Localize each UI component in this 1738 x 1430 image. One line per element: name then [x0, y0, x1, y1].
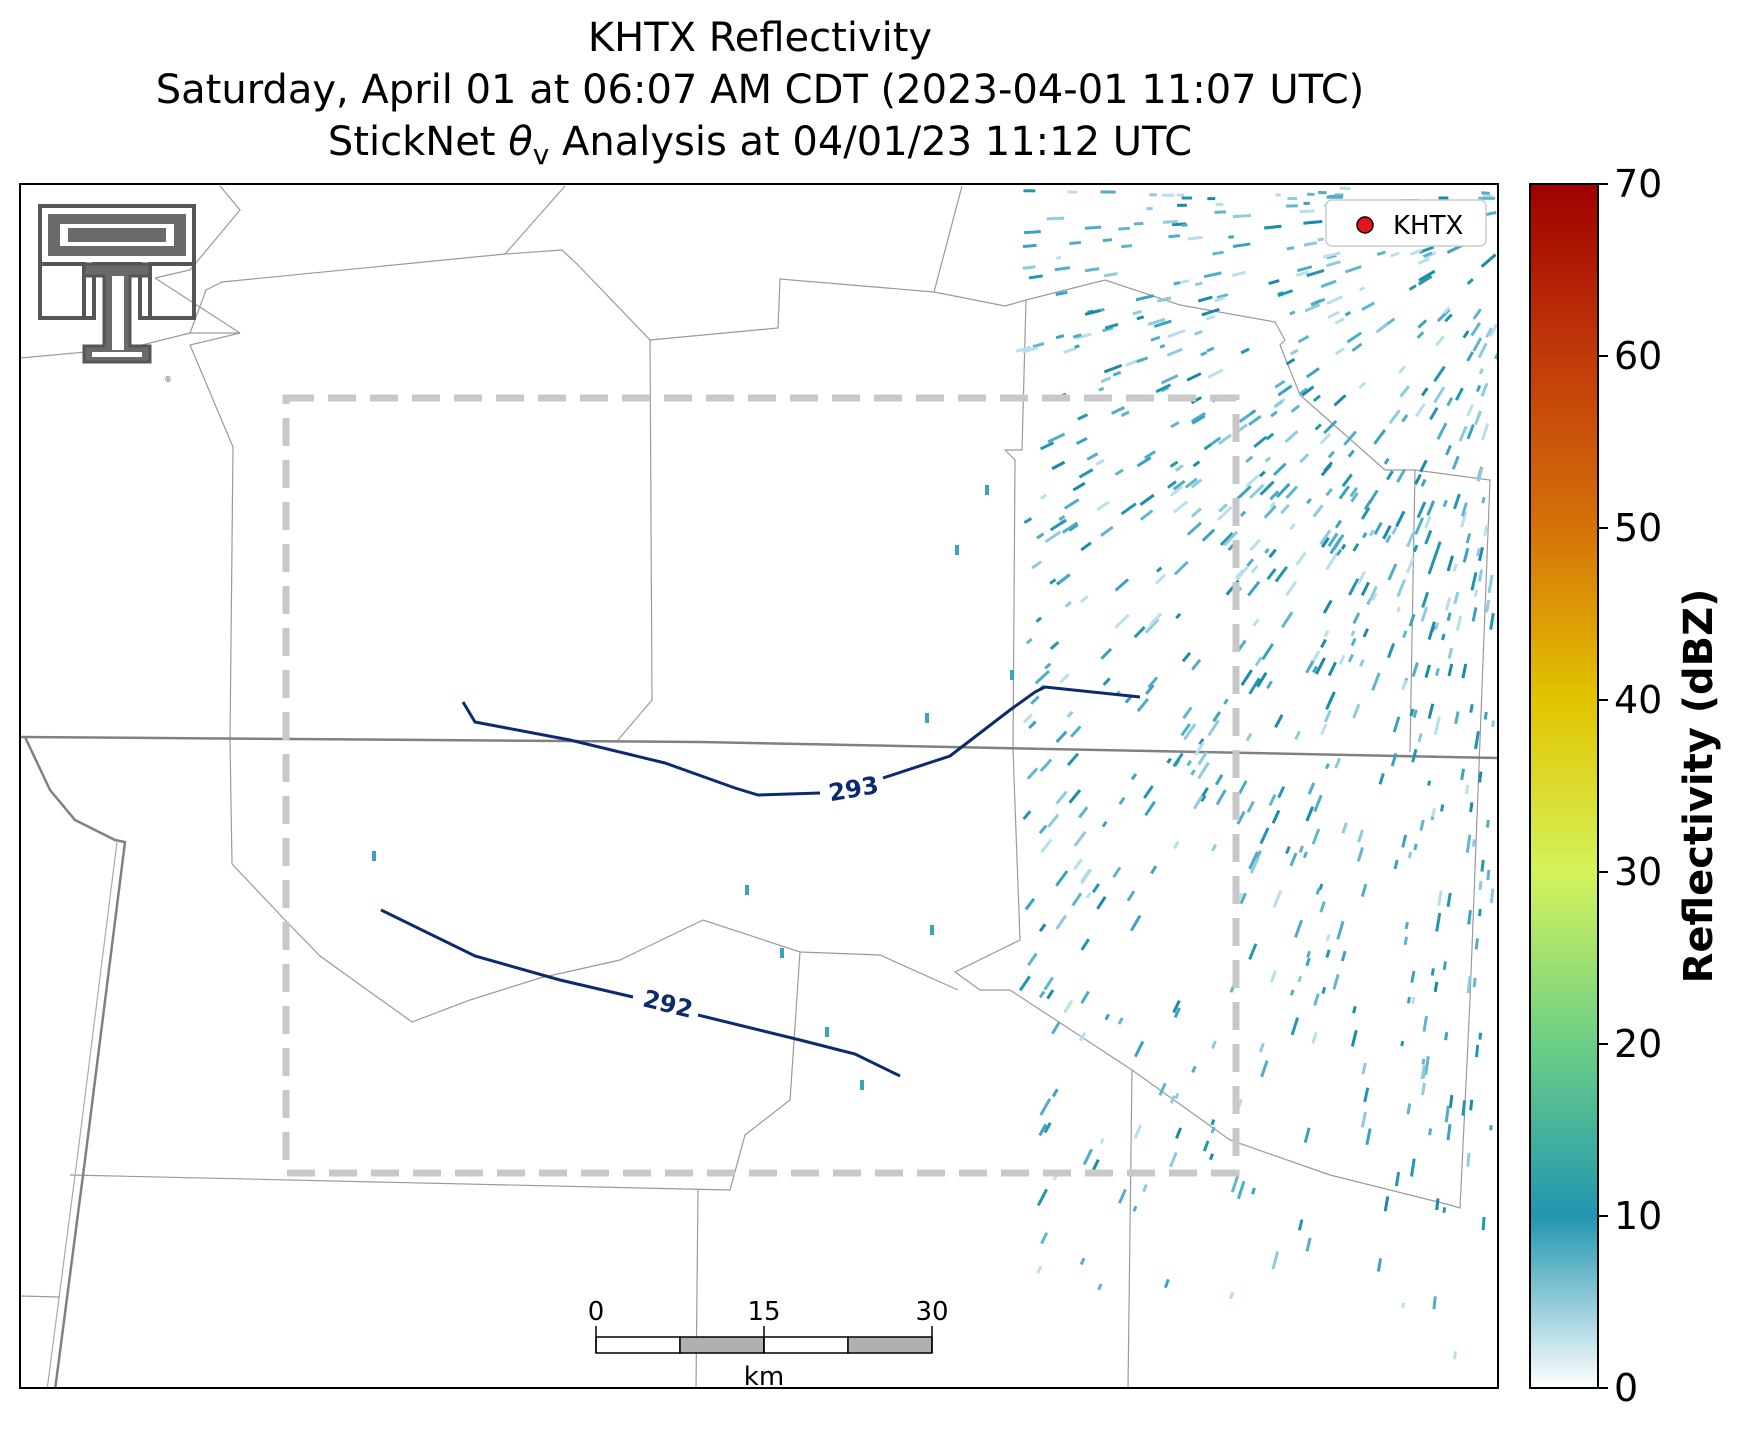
map-subtitle-analysis: StickNet θv Analysis at 04/01/23 11:12 U…	[0, 120, 1520, 177]
theta-symbol: θ	[508, 119, 533, 165]
analysis-domain-box	[282, 394, 1240, 1177]
colorbar-tick-label: 50	[1614, 506, 1662, 550]
analysis-prefix: StickNet	[327, 119, 509, 165]
map-frame	[19, 183, 1499, 1389]
colorbar-tick-label: 30	[1614, 850, 1662, 894]
map-title: KHTX Reflectivity	[587, 15, 933, 61]
scale-bar: 0 15 30 km	[588, 1297, 949, 1392]
scale-tick-30: 30	[915, 1297, 948, 1327]
colorbar-tick-label: 10	[1614, 1194, 1662, 1238]
theta-v-contours	[380, 685, 1141, 1078]
scale-tick-0: 0	[588, 1297, 605, 1327]
map-legend: KHTX	[1325, 199, 1487, 247]
contour-label-293: 293	[827, 771, 881, 807]
contour-292	[380, 908, 901, 1078]
theta-subscript: v	[532, 138, 550, 171]
colorbar-tick-label: 60	[1614, 334, 1662, 378]
legend-radar-label: KHTX	[1393, 211, 1463, 241]
colorbar-tick-label: 20	[1614, 1022, 1662, 1066]
colorbar-tick-label: 70	[1614, 162, 1662, 206]
map-area: 293 292 ® 0 15 30 km	[20, 185, 1498, 1392]
county-boundaries	[20, 185, 1491, 1388]
texas-tech-logo: ®	[38, 204, 196, 384]
colorbar-tick-label: 40	[1614, 678, 1662, 722]
colorbar-ticks: 0 10 20 30 40 50 60 70	[1598, 162, 1662, 1410]
analysis-suffix: Analysis at 04/01/23 11:12 UTC	[549, 119, 1193, 165]
state-boundaries	[20, 735, 1498, 1388]
svg-text:®: ®	[164, 375, 172, 384]
colorbar: 0 10 20 30 40 50 60 70 Reflectivity (dBZ)	[1529, 162, 1722, 1410]
radar-marker-icon	[1356, 216, 1374, 234]
map-subtitle-time: Saturday, April 01 at 06:07 AM CDT (2023…	[155, 67, 1365, 113]
colorbar-label: Reflectivity (dBZ)	[1676, 589, 1722, 984]
contour-293	[461, 685, 1141, 797]
scale-unit: km	[744, 1362, 784, 1392]
reflectivity-echoes	[372, 186, 1498, 1360]
scale-tick-15: 15	[747, 1297, 780, 1327]
contour-label-292: 292	[640, 985, 695, 1024]
colorbar-tick-label: 0	[1614, 1366, 1638, 1410]
